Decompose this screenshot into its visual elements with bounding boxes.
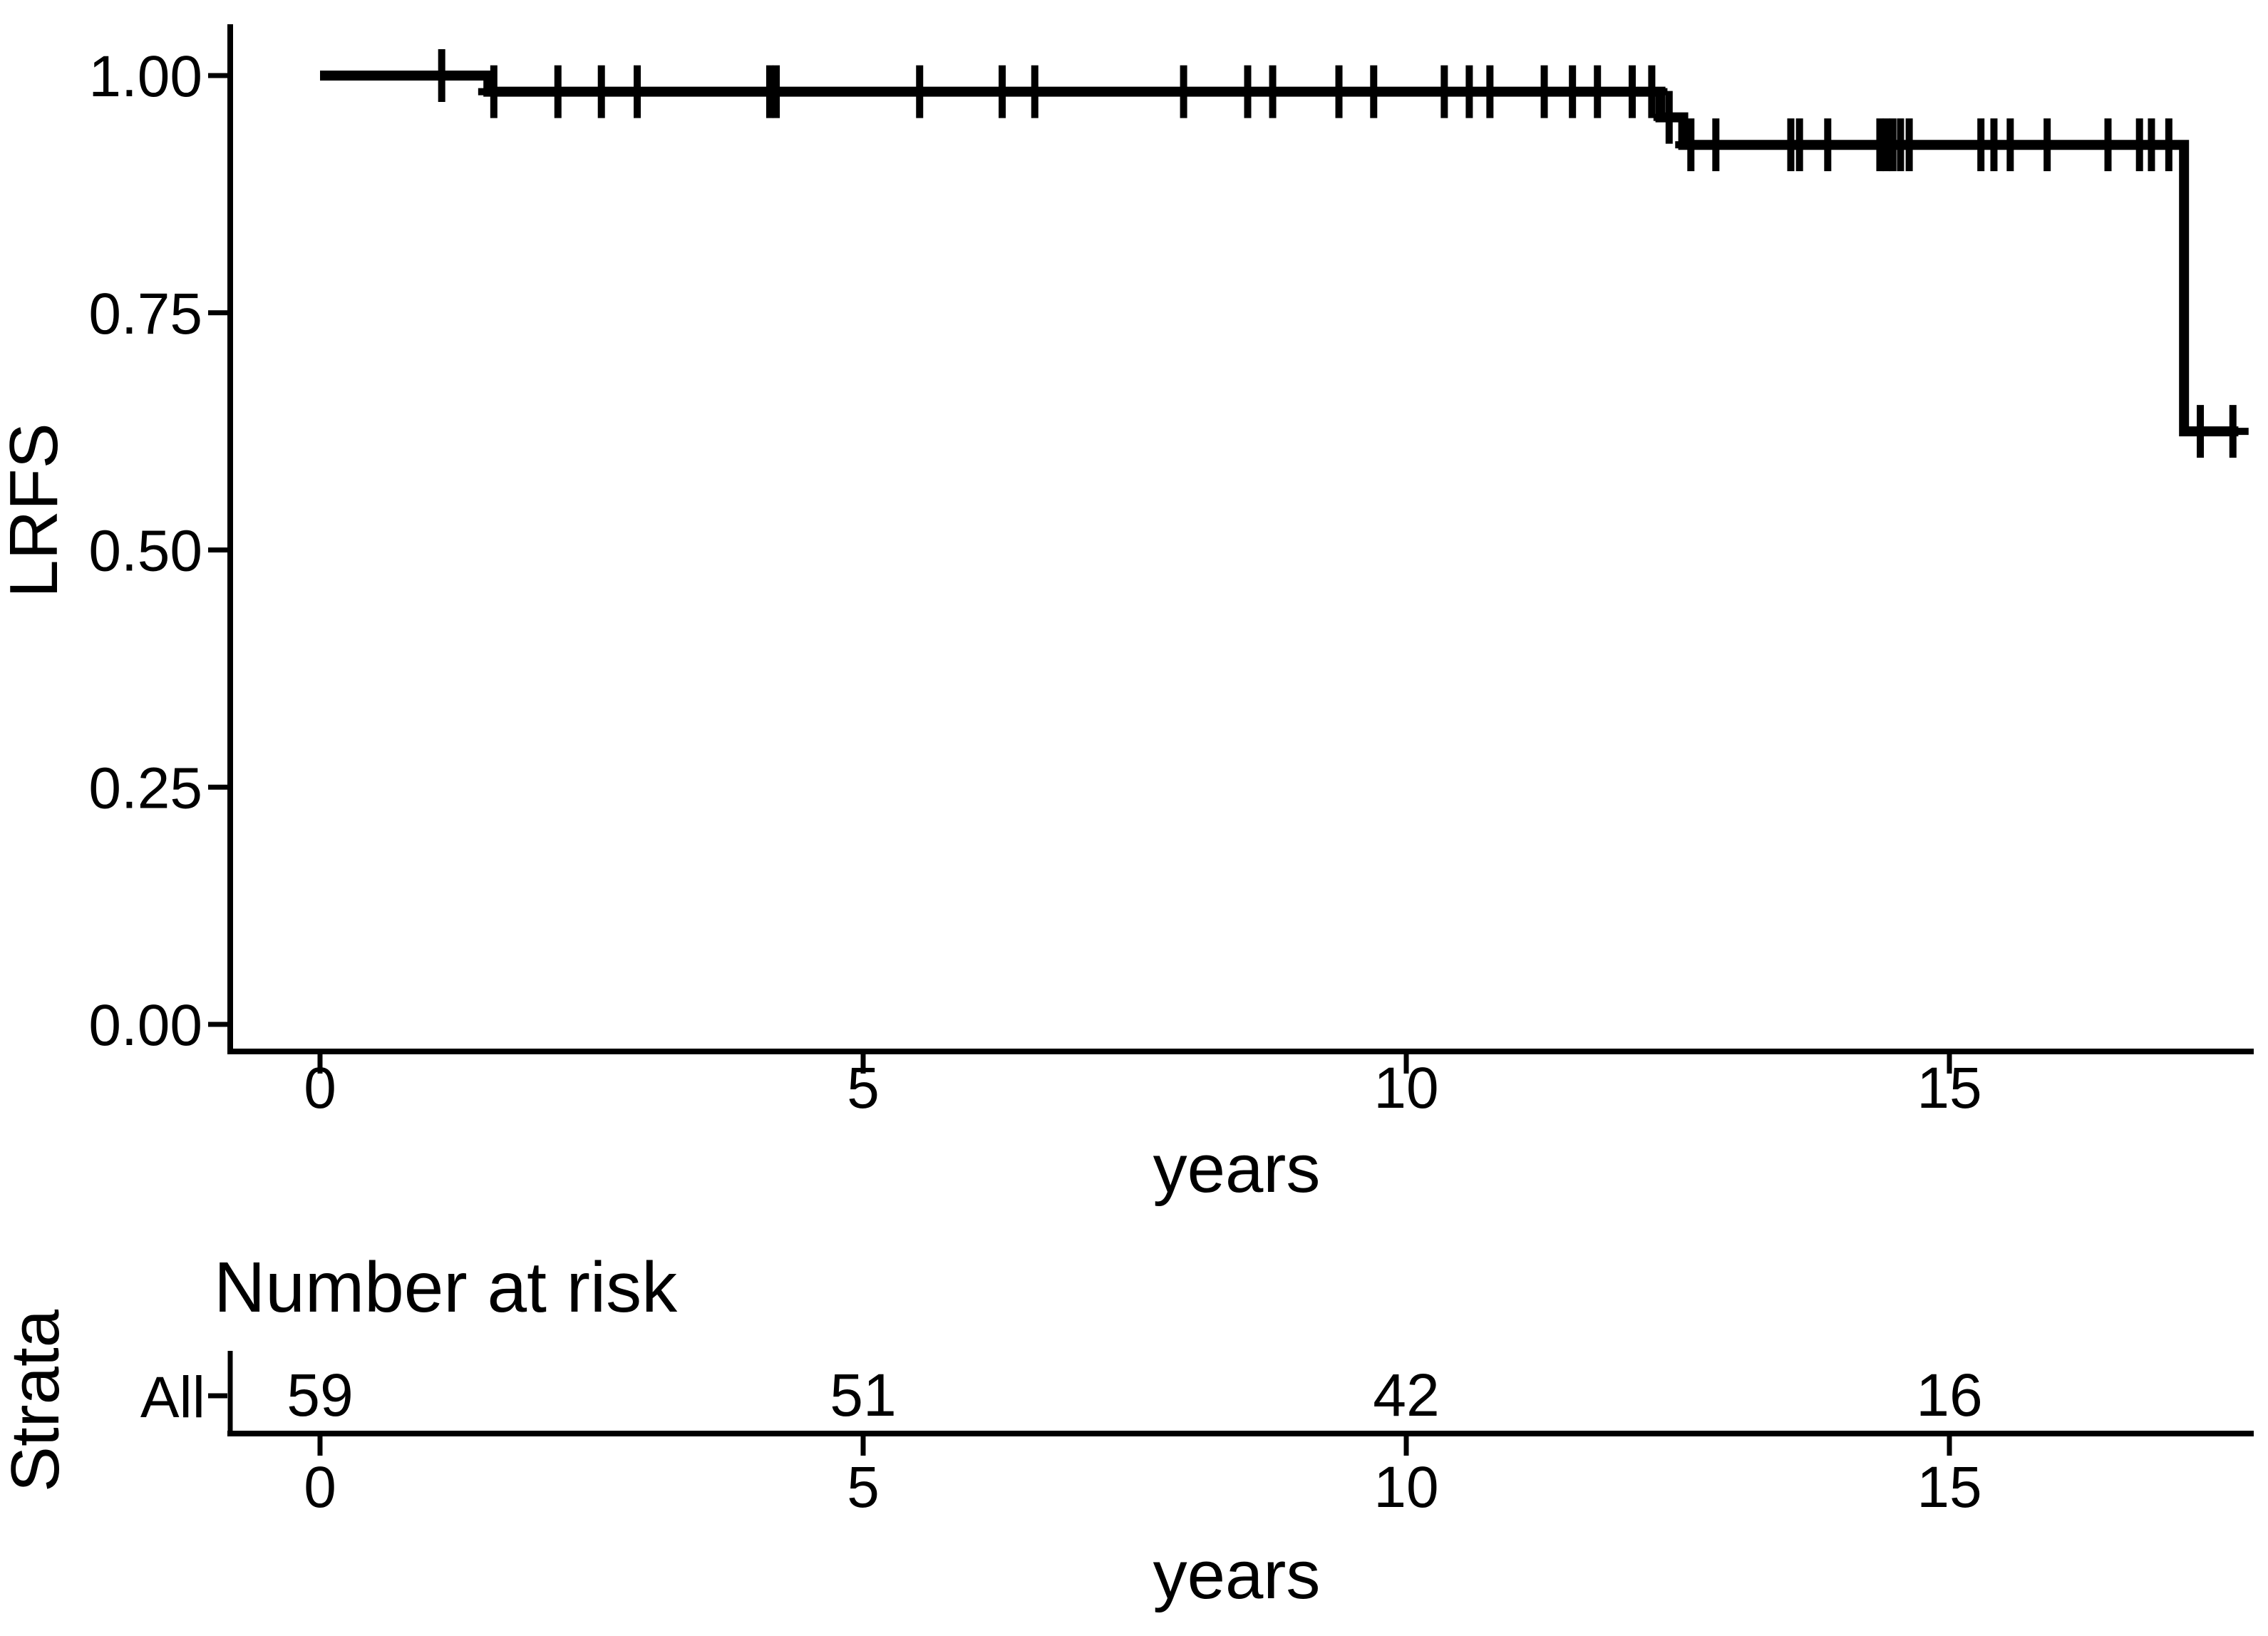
risk-count-label: 42 [1373, 1362, 1439, 1429]
risk-count-label: 16 [1916, 1362, 1982, 1429]
risk-x-tick-label: 0 [304, 1455, 336, 1520]
y-tick-label: 0.00 [88, 993, 202, 1058]
risk-x-axis-title: years [1153, 1537, 1321, 1613]
x-tick-label: 15 [1917, 1056, 1981, 1121]
x-tick-label: 5 [847, 1056, 880, 1121]
risk-x-tick-label: 10 [1373, 1455, 1438, 1520]
x-tick-label: 0 [304, 1056, 336, 1121]
risk-count-label: 59 [287, 1362, 353, 1429]
risk-x-tick-label: 5 [847, 1455, 880, 1520]
risk-strata-axis-title: Strata [0, 1309, 73, 1492]
x-tick-label: 10 [1373, 1056, 1438, 1121]
y-tick-label: 0.75 [88, 282, 202, 346]
risk-x-tick-label: 15 [1917, 1455, 1981, 1520]
risk-row-label: All [140, 1365, 205, 1430]
risk-table-title: Number at risk [214, 1247, 678, 1327]
y-tick-label: 1.00 [88, 44, 202, 109]
y-tick-label: 0.50 [88, 519, 202, 584]
x-axis-title: years [1153, 1131, 1321, 1207]
risk-count-label: 51 [830, 1362, 896, 1429]
km-curve [320, 71, 2239, 437]
y-tick-label: 0.25 [88, 756, 202, 820]
y-axis-title: LRFS [0, 423, 72, 597]
generated-chart-layer: 1.00 0.75 0.50 0.25 0.00 0 5 10 15 59 51 42 16 0 5 10 15 [88, 24, 2254, 1520]
